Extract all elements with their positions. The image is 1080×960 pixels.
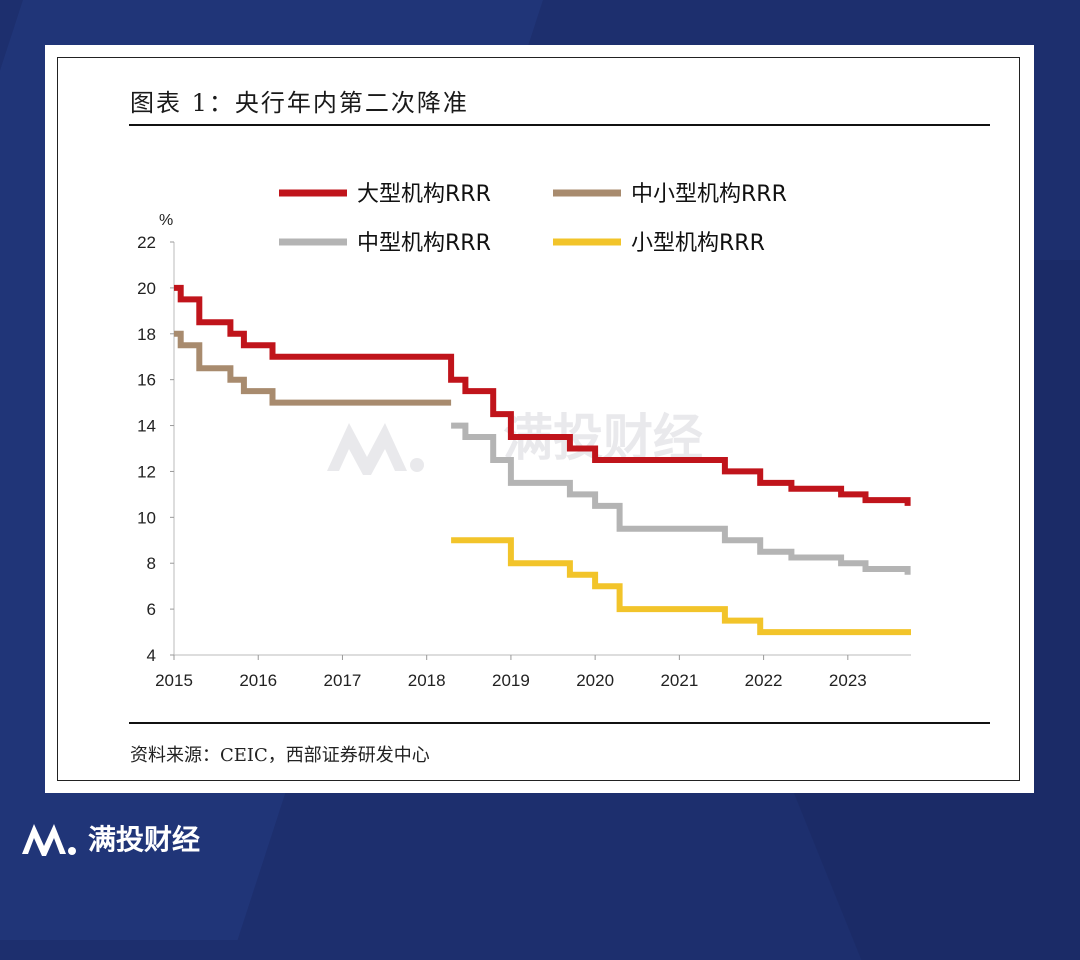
x-tick-label: 2015 (155, 671, 193, 690)
watermark-logo-icon (327, 423, 407, 475)
y-tick-label: 16 (137, 371, 156, 390)
figure-title: 图表 1：央行年内第二次降准 (130, 89, 469, 117)
y-tick-label: 4 (147, 646, 156, 665)
watermark-dot (410, 458, 424, 472)
y-tick-label: 12 (137, 462, 156, 481)
y-tick-label: 8 (147, 554, 156, 573)
footer-brand: 满投财经 (88, 823, 201, 856)
y-tick-label: 22 (137, 233, 156, 252)
legend-label: 大型机构RRR (357, 182, 491, 207)
y-tick-label: 20 (137, 279, 156, 298)
x-tick-label: 2017 (324, 671, 362, 690)
y-tick-label: 6 (147, 600, 156, 619)
series-line-3 (451, 422, 911, 575)
chart-legend: 大型机构RRR 中小型机构RRR 中型机构RRR 小型机构RRR (279, 182, 787, 256)
y-tick-label: 10 (137, 508, 156, 527)
chart-series (174, 284, 911, 636)
legend-label: 中小型机构RRR (631, 182, 787, 207)
series-line-4 (451, 537, 911, 636)
y-tick-label: 14 (137, 417, 156, 436)
brand-logo-icon (22, 824, 76, 856)
y-tick-label: 18 (137, 325, 156, 344)
legend-label: 中型机构RRR (357, 231, 491, 256)
title-rule (129, 124, 990, 126)
source-rule (129, 722, 990, 724)
x-tick-label: 2018 (408, 671, 446, 690)
figure-frame (57, 57, 1020, 781)
x-tick-label: 2021 (660, 671, 698, 690)
x-tick-label: 2016 (239, 671, 277, 690)
source-note: 资料来源：CEIC，西部证券研发中心 (130, 745, 430, 766)
x-tick-label: 2023 (829, 671, 867, 690)
x-tick-label: 2022 (745, 671, 783, 690)
x-tick-label: 2019 (492, 671, 530, 690)
x-tick-label: 2020 (576, 671, 614, 690)
y-unit-label: % (159, 212, 173, 229)
legend-label: 小型机构RRR (631, 231, 765, 256)
figure-card: 图表 1：央行年内第二次降准 满投财经 % 4 6 8 10 12 14 16 18 20 22 20… (45, 45, 1034, 793)
series-line-2 (174, 330, 452, 406)
watermark: 满投财经 (327, 409, 703, 475)
series-line-1 (174, 284, 911, 506)
